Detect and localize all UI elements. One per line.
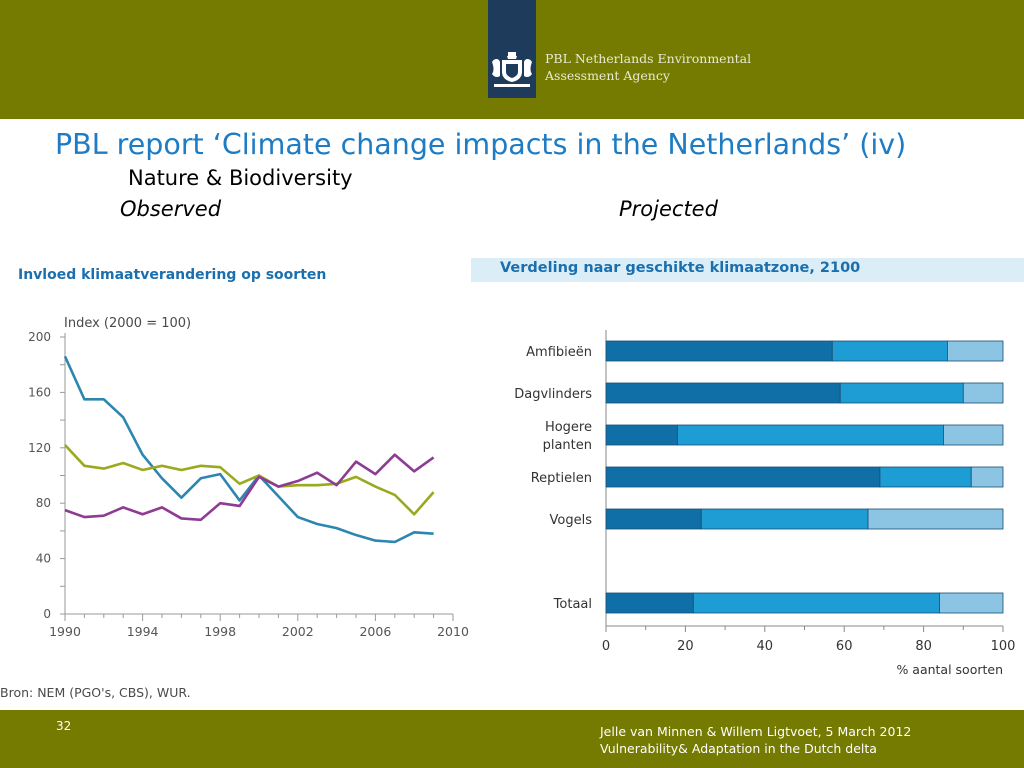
slide-subtitle: Nature & Biodiversity: [128, 166, 353, 190]
bar-segment-3: [970, 466, 1004, 488]
y-tick-label: 120: [28, 441, 51, 455]
x-tick-label: 1990: [49, 624, 81, 639]
footer-bar: [0, 710, 1024, 768]
bar-segment-3: [867, 508, 1004, 530]
x-tick-label: 60: [836, 639, 853, 654]
y-axis-label: Index (2000 = 100): [64, 316, 191, 331]
x-tick-label: 1998: [204, 624, 236, 639]
footer-talk-title: Vulnerability& Adaptation in the Dutch d…: [600, 741, 877, 756]
bar-segment-3: [943, 424, 1004, 446]
x-tick-label: 80: [915, 639, 932, 654]
x-tick-label: 2010: [437, 624, 469, 639]
x-tick-label: 0: [602, 639, 610, 654]
x-tick-label: 1994: [127, 624, 159, 639]
series-line-2: [64, 444, 435, 516]
x-axis-label: % aantal soorten: [896, 662, 1003, 677]
coat-of-arms-icon: [492, 52, 532, 87]
bar-chart-title: Verdeling naar geschikte klimaatzone, 21…: [500, 260, 861, 276]
bar-segment-1: [605, 466, 881, 488]
line-chart: 1990 1994 1998 2002 2006 2010 0 40 80 120 160 200 In…: [28, 316, 469, 639]
bar-chart: 0 20 40 60 80 100 % aantal soorten Amfibieën Dag…: [514, 330, 1016, 677]
y-tick-label: 80: [36, 496, 51, 510]
page-number: 32: [56, 719, 72, 733]
bar-segment-2: [879, 466, 972, 488]
y-tick-label: 200: [28, 330, 51, 344]
bar-segment-2: [831, 340, 948, 362]
series-line-3: [64, 453, 435, 522]
bar-segment-2: [692, 592, 940, 614]
bar-segment-1: [605, 508, 702, 530]
category-label: Vogels: [550, 513, 593, 528]
bar-segment-1: [605, 340, 833, 362]
label-observed: Observed: [120, 197, 222, 221]
category-label: Totaal: [553, 597, 592, 612]
x-tick-label: 40: [757, 639, 774, 654]
org-name: PBL Netherlands Environmental Assessment…: [545, 50, 751, 84]
bar-segment-1: [605, 382, 841, 404]
line-chart-title: Invloed klimaatverandering op soorten: [18, 267, 327, 283]
bar-segment-1: [605, 424, 678, 446]
org-name-line2: Assessment Agency: [545, 68, 670, 83]
category-label: Dagvlinders: [514, 387, 592, 402]
category-label: Amfibieën: [526, 345, 592, 360]
bar-segment-2: [677, 424, 944, 446]
bar-segment-3: [947, 340, 1004, 362]
bar-segment-1: [605, 592, 694, 614]
bar-segment-3: [939, 592, 1004, 614]
bar-chart-title-band: [471, 258, 1024, 282]
label-projected: Projected: [619, 197, 718, 221]
x-tick-label: 2002: [282, 624, 314, 639]
y-tick-label: 160: [28, 385, 51, 399]
series-line-1: [63, 355, 434, 544]
bar-segment-2: [839, 382, 964, 404]
bar-segment-3: [962, 382, 1004, 404]
category-label: Hogere: [545, 420, 592, 435]
org-name-line1: PBL Netherlands Environmental: [545, 51, 752, 66]
y-tick-label: 0: [43, 607, 51, 621]
footer-author-line: Jelle van Minnen & Willem Ligtvoet, 5 Ma…: [600, 724, 912, 739]
x-tick-label: 20: [677, 639, 694, 654]
x-tick-label: 100: [991, 639, 1016, 654]
category-label: planten: [543, 438, 592, 453]
bar-segment-2: [700, 508, 869, 530]
pbl-logo: [488, 0, 536, 98]
slide-title: PBL report ‘Climate change impacts in th…: [55, 128, 907, 161]
x-tick-label: 2006: [359, 624, 391, 639]
y-tick-label: 40: [36, 552, 51, 566]
category-label: Reptielen: [531, 471, 592, 486]
line-chart-source: Bron: NEM (PGO's, CBS), WUR.: [0, 685, 191, 700]
